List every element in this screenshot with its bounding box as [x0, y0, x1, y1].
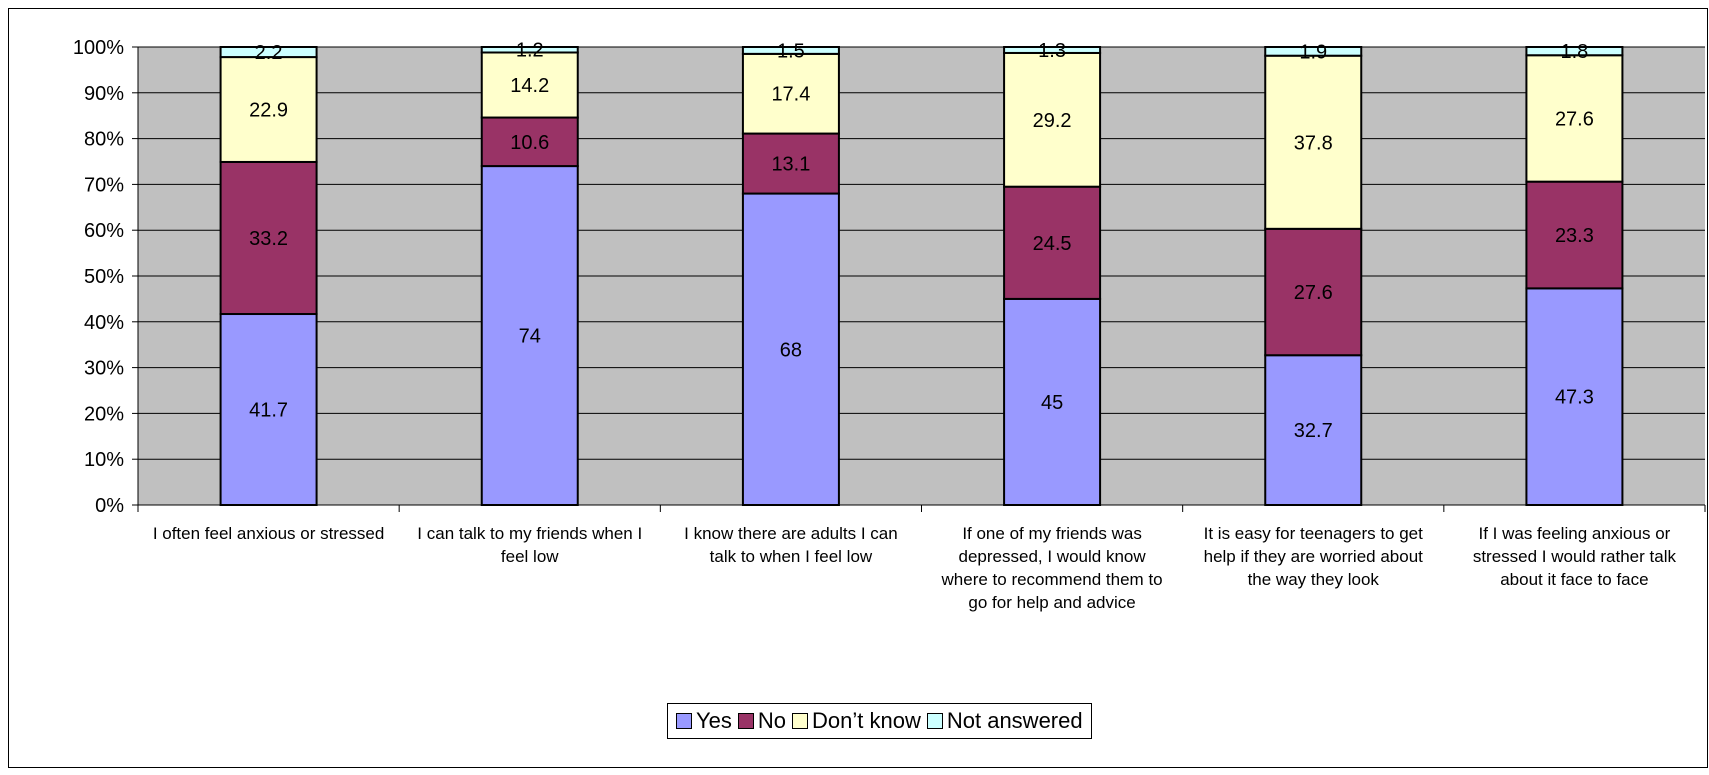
bar-yes: [480, 165, 579, 507]
y-tick-label: 20%: [84, 403, 124, 425]
legend-swatch-yes: [676, 713, 692, 729]
data-label-yes: 68: [780, 339, 802, 361]
legend-swatch-not-answered: [926, 713, 943, 729]
data-label-dont-know: 17.4: [771, 84, 810, 106]
data-label-dont-know: 27.6: [1555, 108, 1594, 130]
data-label-not-answered: 2.2: [255, 42, 283, 64]
legend-swatch-dont-know: [792, 713, 809, 729]
data-label-no: 24.5: [1033, 233, 1072, 255]
y-tick-label: 50%: [84, 266, 124, 288]
data-label-yes: 41.7: [249, 400, 288, 422]
data-label-not-answered: 1.5: [777, 40, 805, 62]
bar-yes: [1003, 297, 1102, 506]
y-tick-label: 30%: [84, 358, 124, 380]
bar-no: [1003, 185, 1102, 300]
legend-label-yes: Yes: [696, 708, 732, 733]
data-label-yes: 74: [519, 326, 541, 348]
bar-dont-know: [219, 56, 318, 163]
legend-label-no: No: [757, 708, 787, 733]
legend-label-not-answered: Not answered: [946, 708, 1083, 733]
bar-dont-know: [480, 51, 579, 119]
bar-yes: [1525, 287, 1624, 506]
data-label-yes: 32.7: [1294, 420, 1333, 442]
y-tick-label: 40%: [84, 312, 124, 334]
data-label-dont-know: 14.2: [510, 75, 549, 97]
x-tick-label: It is easy for teenagers to get help if …: [1203, 524, 1423, 589]
data-label-dont-know: 22.9: [249, 100, 288, 122]
bar-dont-know: [1264, 54, 1363, 230]
bar-no: [741, 132, 840, 195]
data-label-no: 13.1: [771, 154, 810, 176]
bar-no: [1525, 180, 1624, 290]
data-label-not-answered: 1.8: [1561, 41, 1589, 63]
data-label-no: 33.2: [249, 228, 288, 250]
data-label-not-answered: 1.9: [1299, 41, 1327, 63]
legend-item-no: No: [737, 708, 787, 734]
y-tick-label: 90%: [84, 83, 124, 105]
data-label-no: 23.3: [1555, 225, 1594, 247]
bar-not-answered: [1003, 46, 1102, 54]
legend-swatch-no: [737, 713, 754, 729]
bar-not-answered: [741, 46, 840, 55]
x-tick-label: If one of my friends was depressed, I wo…: [941, 524, 1163, 612]
data-label-not-answered: 1.2: [516, 40, 544, 62]
legend: Yes No Don’t know Not answered: [667, 703, 1092, 739]
x-tick-label: I know there are adults I can talk to wh…: [684, 524, 898, 566]
x-tick-label: If I was feeling anxious or stressed I w…: [1472, 524, 1676, 589]
bar-yes: [741, 192, 840, 506]
legend-item-not-answered: Not answered: [926, 708, 1083, 734]
y-tick-label: 10%: [84, 449, 124, 471]
legend-item-dont-know: Don’t know: [792, 708, 921, 734]
data-label-yes: 45: [1041, 392, 1063, 414]
legend-label-dont-know: Don’t know: [812, 708, 921, 733]
data-label-dont-know: 37.8: [1294, 132, 1333, 154]
bar-dont-know: [1003, 51, 1102, 188]
bar-yes: [219, 313, 318, 506]
bar-yes: [1264, 354, 1363, 507]
bar-not-answered: [219, 46, 318, 59]
data-label-no: 10.6: [510, 132, 549, 154]
bar-no: [1264, 227, 1363, 357]
bar-not-answered: [1264, 46, 1363, 57]
data-label-dont-know: 29.2: [1033, 110, 1072, 132]
data-label-no: 27.6: [1294, 282, 1333, 304]
x-tick-label: I often feel anxious or stressed: [152, 524, 385, 543]
y-tick-label: 80%: [84, 129, 124, 151]
legend-item-yes: Yes: [676, 708, 732, 734]
bar-no: [219, 160, 318, 316]
bar-not-answered: [480, 46, 579, 54]
data-label-yes: 47.3: [1555, 387, 1594, 409]
y-tick-label: 0%: [95, 495, 124, 517]
y-tick-label: 60%: [84, 220, 124, 242]
y-tick-label: 70%: [84, 174, 124, 196]
y-tick-label: 100%: [73, 37, 124, 59]
data-label-not-answered: 1.3: [1038, 40, 1066, 62]
bar-not-answered: [1525, 46, 1624, 57]
x-tick-label: I can talk to my friends when I feel low: [417, 524, 643, 566]
